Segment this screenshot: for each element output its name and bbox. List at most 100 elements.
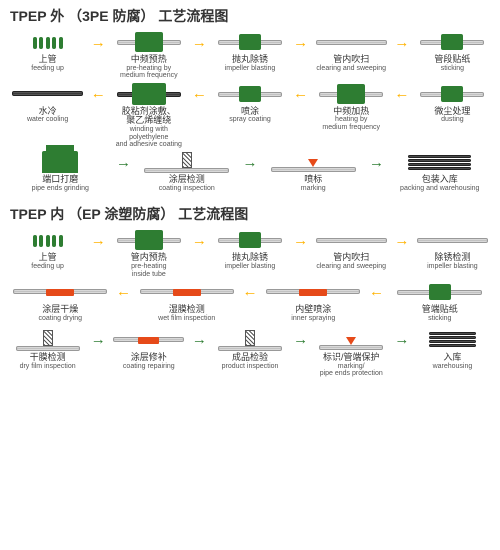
step-label-en: marking <box>301 185 326 192</box>
step-label-en: clearing and sweeping <box>316 65 386 72</box>
step-graphic <box>261 150 366 174</box>
step-label-en: wet film inspection <box>158 315 215 322</box>
arrow-icon: ← <box>368 280 386 304</box>
process-step: 管内预热pre-heating inside tube <box>107 228 190 278</box>
arrow-icon: ← <box>115 280 133 304</box>
process-step: 管端贴纸sticking <box>386 280 495 322</box>
step-label-en: impeller blasting <box>427 263 478 270</box>
rows-inner: 上管feeding up→管内预热pre-heating inside tube… <box>6 228 494 377</box>
step-label-en: clearing and sweeping <box>316 263 386 270</box>
step-label-cn: 标识/管端保护 <box>323 353 380 363</box>
step-graphic <box>312 228 391 252</box>
step-label-en: pipe ends grinding <box>32 185 89 192</box>
process-step: 内壁喷涂inner spraying <box>259 280 368 322</box>
step-graphic <box>135 150 240 174</box>
step-label-en: sticking <box>441 65 464 72</box>
arrow-icon: → <box>89 30 107 54</box>
step-label-en: water cooling <box>27 116 68 123</box>
step-graphic <box>413 82 492 106</box>
process-step: 中频加热heating by medium frequency <box>310 82 393 132</box>
step-label-cn: 抛丸除锈 <box>232 253 268 263</box>
step-graphic <box>109 228 188 252</box>
step-label-en: impeller blasting <box>225 263 276 270</box>
process-step: 除锈检测impeller blasting <box>411 228 494 270</box>
step-label-en: feeding up <box>31 65 64 72</box>
step-label-en: dusting <box>441 116 464 123</box>
arrow-icon: → <box>89 228 107 252</box>
step-label-en: pre-heating by medium frequency <box>120 65 178 80</box>
arrow-icon: → <box>190 30 208 54</box>
step-label-cn: 喷标 <box>304 175 322 185</box>
process-step: 微尘处理dusting <box>411 82 494 124</box>
section-inner: TPEP 内 （EP 涂塑防腐） 工艺流程图 上管feeding up→管内预热… <box>6 204 494 377</box>
step-label-cn: 包装入库 <box>422 175 458 185</box>
arrow-icon: → <box>241 150 259 174</box>
step-graphic <box>135 280 240 304</box>
step-label-en: coating inspection <box>159 185 215 192</box>
arrow-icon: → <box>89 328 107 352</box>
step-label-cn: 中频预热 <box>131 55 167 65</box>
step-graphic <box>8 228 87 252</box>
process-step: 标识/管端保护marking/ pipe ends protection <box>310 328 393 378</box>
step-label-cn: 管内吹扫 <box>333 55 369 65</box>
step-label-cn: 除锈检测 <box>434 253 470 263</box>
process-row: 干膜检测dry film inspection→涂层修补coating repa… <box>6 328 494 378</box>
step-label-cn: 涂层检测 <box>169 175 205 185</box>
step-graphic <box>8 82 87 106</box>
title-outer: TPEP 外 （3PE 防腐） 工艺流程图 <box>10 6 494 26</box>
process-step: 涂层干燥coating drying <box>6 280 115 322</box>
step-graphic <box>388 150 493 174</box>
step-graphic <box>210 228 289 252</box>
step-graphic <box>8 280 113 304</box>
process-step: 管段贴纸sticking <box>411 30 494 72</box>
step-graphic <box>210 328 289 352</box>
step-label-cn: 喷涂 <box>241 107 259 117</box>
step-graphic <box>388 280 493 304</box>
step-graphic <box>109 30 188 54</box>
step-label-en: heating by medium frequency <box>322 116 380 131</box>
arrow-icon: → <box>292 228 310 252</box>
process-step: 抛丸除锈impeller blasting <box>208 30 291 72</box>
arrow-icon: → <box>115 150 133 174</box>
step-graphic <box>8 30 87 54</box>
arrow-icon: → <box>368 150 386 174</box>
step-label-cn: 涂层干燥 <box>42 305 78 315</box>
arrow-icon: → <box>393 30 411 54</box>
section-outer: TPEP 外 （3PE 防腐） 工艺流程图 上管feeding up→中频预热p… <box>6 6 494 196</box>
process-step: 胶粘剂涂敷、 聚乙烯缠绕winding with polyethylene an… <box>107 82 190 149</box>
step-label-cn: 内壁喷涂 <box>295 305 331 315</box>
arrow-icon: → <box>190 228 208 252</box>
step-label-cn: 中频加热 <box>333 107 369 117</box>
step-graphic <box>312 30 391 54</box>
step-label-cn: 抛丸除锈 <box>232 55 268 65</box>
step-label-en: feeding up <box>31 263 64 270</box>
process-step: 包装入库packing and warehousing <box>386 150 495 192</box>
step-label-cn: 上管 <box>39 253 57 263</box>
step-label-cn: 管内吹扫 <box>333 253 369 263</box>
step-label-cn: 微尘处理 <box>434 107 470 117</box>
step-label-en: inner spraying <box>291 315 335 322</box>
step-label-en: product inspection <box>222 363 279 370</box>
process-row: 端口打磨pipe ends grinding→涂层检测coating inspe… <box>6 150 494 196</box>
step-label-en: coating drying <box>38 315 82 322</box>
step-graphic <box>210 82 289 106</box>
step-label-cn: 管内预热 <box>131 253 167 263</box>
step-graphic <box>210 30 289 54</box>
step-label-cn: 管端贴纸 <box>422 305 458 315</box>
step-graphic <box>312 82 391 106</box>
process-step: 管内吹扫clearing and sweeping <box>310 30 393 72</box>
step-label-cn: 上管 <box>39 55 57 65</box>
process-step: 水冷water cooling <box>6 82 89 124</box>
step-label-en: sticking <box>428 315 451 322</box>
process-step: 喷涂spray coating <box>208 82 291 124</box>
process-row: 上管feeding up→管内预热pre-heating inside tube… <box>6 228 494 278</box>
process-step: 端口打磨pipe ends grinding <box>6 150 115 192</box>
step-graphic <box>109 328 188 352</box>
step-label-cn: 胶粘剂涂敷、 聚乙烯缠绕 <box>122 107 176 127</box>
step-label-en: warehousing <box>433 363 473 370</box>
step-label-cn: 端口打磨 <box>42 175 78 185</box>
rows-outer: 上管feeding up → 中频预热pre-heating by medium f… <box>6 30 494 196</box>
process-step: 抛丸除锈impeller blasting <box>208 228 291 270</box>
step-graphic <box>8 150 113 174</box>
step-label-en: pre-heating inside tube <box>131 263 166 278</box>
